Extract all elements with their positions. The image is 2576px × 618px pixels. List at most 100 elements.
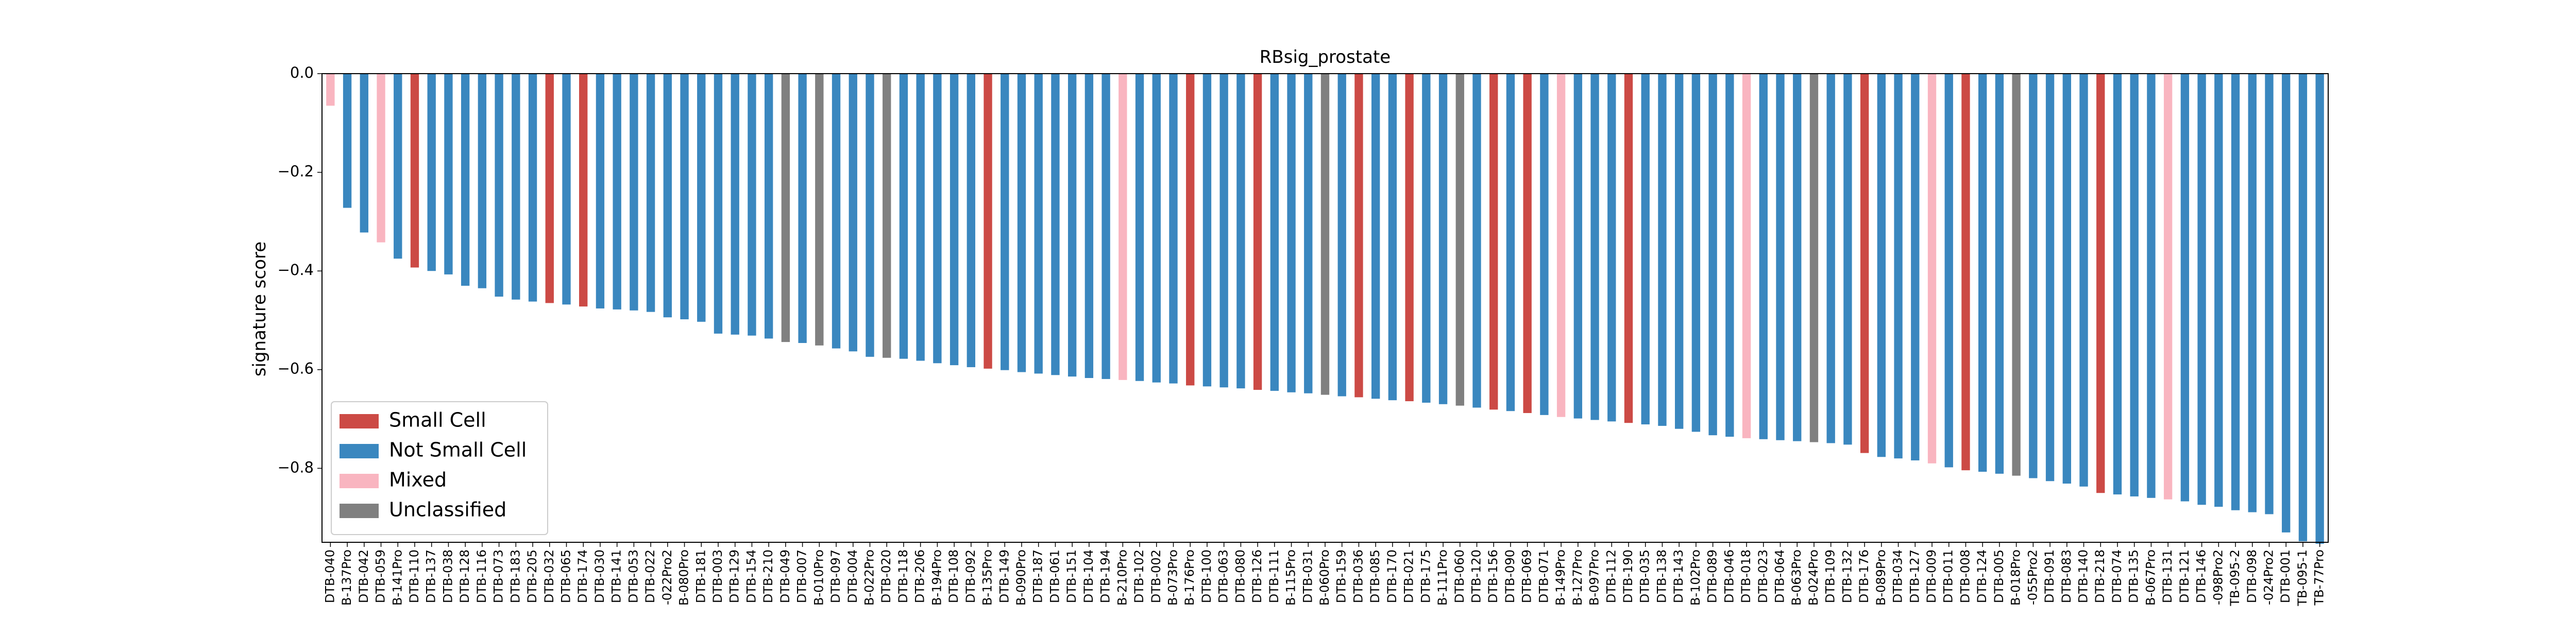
- x-tick-label: DTB-032: [542, 550, 556, 603]
- legend-swatch: [340, 414, 379, 428]
- y-tick-label: −0.4: [278, 261, 314, 279]
- x-tick-label: DTB-137: [424, 550, 438, 603]
- x-tick-label: B-080Pro: [677, 550, 691, 606]
- bar-DTB-005: [1995, 74, 2004, 474]
- bar-DTB-007: [798, 74, 807, 344]
- x-tick-label: DTB-190: [1621, 550, 1635, 603]
- bar-DTB-218: [2096, 74, 2105, 493]
- x-tick-label: DTB-126: [1250, 550, 1264, 603]
- x-tick-label: DTB-128: [457, 550, 472, 603]
- bar-DTB-038: [444, 74, 453, 274]
- x-tick-label: DTB-146: [2194, 550, 2209, 603]
- x-tick-label: DTB-038: [440, 550, 455, 603]
- bar-B-210Pro: [1118, 74, 1127, 380]
- bar-B-010Pro: [815, 74, 824, 346]
- bar-DTB-118: [899, 74, 908, 359]
- x-tick-label: DTB-022: [643, 550, 657, 603]
- x-tick-label: DTB-120: [1469, 550, 1484, 603]
- x-tick-label: DTB-210: [761, 550, 775, 603]
- bar-DTB-116: [478, 74, 487, 288]
- bar-B-111Pro: [1438, 74, 1448, 404]
- y-tick-label: −0.6: [278, 360, 314, 377]
- x-tick-label: DTB-183: [508, 550, 522, 603]
- x-tick-label: DTB-060: [1452, 550, 1467, 603]
- x-tick-label: DTB-030: [592, 550, 607, 603]
- bar-DTB-102: [1135, 74, 1144, 381]
- bar-DTB-083: [2062, 74, 2071, 484]
- x-tick-label: DTB-034: [1891, 550, 1905, 603]
- x-tick-label: DTB-141: [609, 550, 624, 603]
- x-tick-label: B-210Pro: [1115, 550, 1129, 606]
- bar--055Pro2: [2029, 74, 2038, 478]
- bar-DTB-206: [916, 74, 925, 361]
- bar-DTB-154: [748, 74, 756, 336]
- y-axis-ticks: 0.0 −0.2 −0.4 −0.6 −0.8: [278, 64, 322, 476]
- bar-DTB-008: [1961, 74, 1970, 471]
- x-tick-label: DTB-069: [1520, 550, 1534, 603]
- x-tick-label: DTB-124: [1975, 550, 1989, 603]
- bar-B-080Pro: [680, 74, 689, 320]
- bar--024Pro2: [2265, 74, 2274, 514]
- x-tick-label: DTB-175: [1418, 550, 1433, 603]
- x-tick-label: DTB-061: [1047, 550, 1062, 603]
- x-tick-label: DTB-083: [2059, 550, 2074, 603]
- x-tick-label: DTB-092: [963, 550, 978, 603]
- bar-DTB-091: [2045, 74, 2055, 482]
- legend-swatch: [340, 504, 379, 518]
- x-tick-label: B-067Pro: [2143, 550, 2158, 606]
- x-tick-label: DTB-098: [2245, 550, 2259, 603]
- bar-DTB-205: [528, 74, 537, 302]
- x-axis-ticks: DTB-040 B-137Pro DTB-042 DTB-059 B-141Pro DTB…: [323, 542, 2327, 607]
- bar-DTB-112: [1607, 74, 1616, 422]
- x-tick-label: DTB-071: [1536, 550, 1551, 603]
- bar-TB-095-1: [2298, 74, 2308, 542]
- x-tick-label: DTB-005: [1992, 550, 2006, 603]
- bar-TB-095-2: [2231, 74, 2240, 510]
- bar-DTB-059: [377, 74, 385, 243]
- y-tick-label: −0.2: [278, 163, 314, 180]
- x-tick-label: -024Pro2: [2261, 550, 2276, 605]
- x-tick-label: DTB-156: [1486, 550, 1500, 603]
- bar-DTB-132: [1843, 74, 1852, 445]
- bar-DTB-126: [1253, 74, 1262, 390]
- x-tick-label: DTB-090: [1503, 550, 1517, 603]
- bar-DTB-031: [1304, 74, 1313, 393]
- bar-DTB-032: [545, 74, 554, 303]
- x-tick-label: B-060Pro: [1317, 550, 1332, 606]
- bar-DTB-140: [2079, 74, 2088, 487]
- bar-DTB-080: [1236, 74, 1245, 389]
- bar-DTB-210: [764, 74, 773, 339]
- chart-title: RBsig_prostate: [1260, 47, 1391, 67]
- bar-DTB-194: [1101, 74, 1110, 379]
- x-tick-label: DTB-004: [845, 550, 860, 603]
- bar-DTB-063: [1219, 74, 1228, 388]
- x-tick-label: DTB-159: [1334, 550, 1349, 603]
- bar-B-089Pro: [1877, 74, 1886, 457]
- bar-B-060Pro: [1320, 74, 1330, 395]
- bar-DTB-064: [1776, 74, 1785, 440]
- x-tick-label: B-090Pro: [1014, 550, 1028, 606]
- x-tick-label: DTB-023: [1756, 550, 1770, 603]
- y-tick-label: 0.0: [290, 64, 314, 81]
- legend-label: Unclassified: [389, 499, 506, 521]
- bar-DTB-120: [1472, 74, 1481, 408]
- x-tick-label: DTB-021: [1402, 550, 1416, 603]
- legend-swatch: [340, 444, 379, 458]
- bar-DTB-092: [967, 74, 975, 367]
- x-tick-label: DTB-064: [1773, 550, 1787, 603]
- x-tick-label: DTB-132: [1840, 550, 1854, 603]
- bar-DTB-090: [1506, 74, 1515, 411]
- bar-DTB-097: [832, 74, 841, 349]
- x-tick-label: DTB-151: [1064, 550, 1079, 603]
- bar-DTB-098: [2248, 74, 2257, 512]
- x-tick-label: B-141Pro: [390, 550, 404, 606]
- bar-DTB-040: [326, 74, 335, 106]
- bar-DTB-036: [1354, 74, 1363, 398]
- x-tick-label: DTB-108: [946, 550, 961, 603]
- bar-DTB-001: [2282, 74, 2291, 533]
- bar-DTB-127: [1911, 74, 1920, 460]
- bar-DTB-022: [646, 74, 655, 312]
- bar-DTB-069: [1523, 74, 1532, 414]
- bar-B-149Pro: [1556, 74, 1566, 417]
- bar-DTB-065: [562, 74, 571, 305]
